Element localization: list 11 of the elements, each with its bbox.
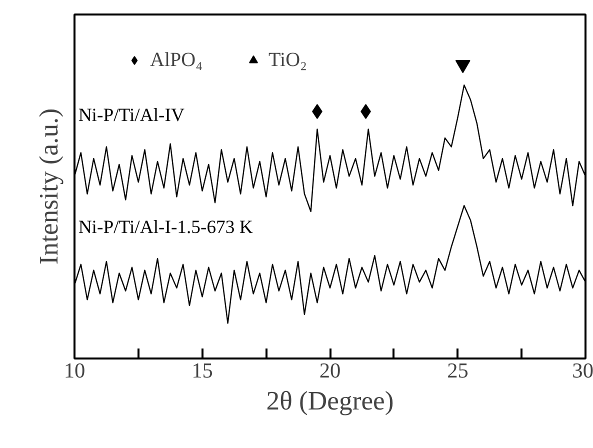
legend-label: AlPO₄ — [150, 48, 203, 72]
x-axis-title: 2θ (Degree) — [266, 386, 394, 416]
x-tick-label: 25 — [447, 358, 468, 382]
series-label: Ni-P/Ti/Al-IV — [78, 105, 185, 126]
x-tick-label: 15 — [192, 358, 213, 382]
x-tick-label: 30 — [572, 358, 593, 382]
x-tick-label: 10 — [64, 358, 86, 382]
y-axis-title: Intensity (a.u.) — [34, 108, 64, 265]
legend-label: TiO₂ — [268, 48, 308, 72]
x-tick-label: 20 — [319, 358, 341, 382]
series-label: Ni-P/Ti/Al-I-1.5-673 K — [78, 216, 254, 238]
